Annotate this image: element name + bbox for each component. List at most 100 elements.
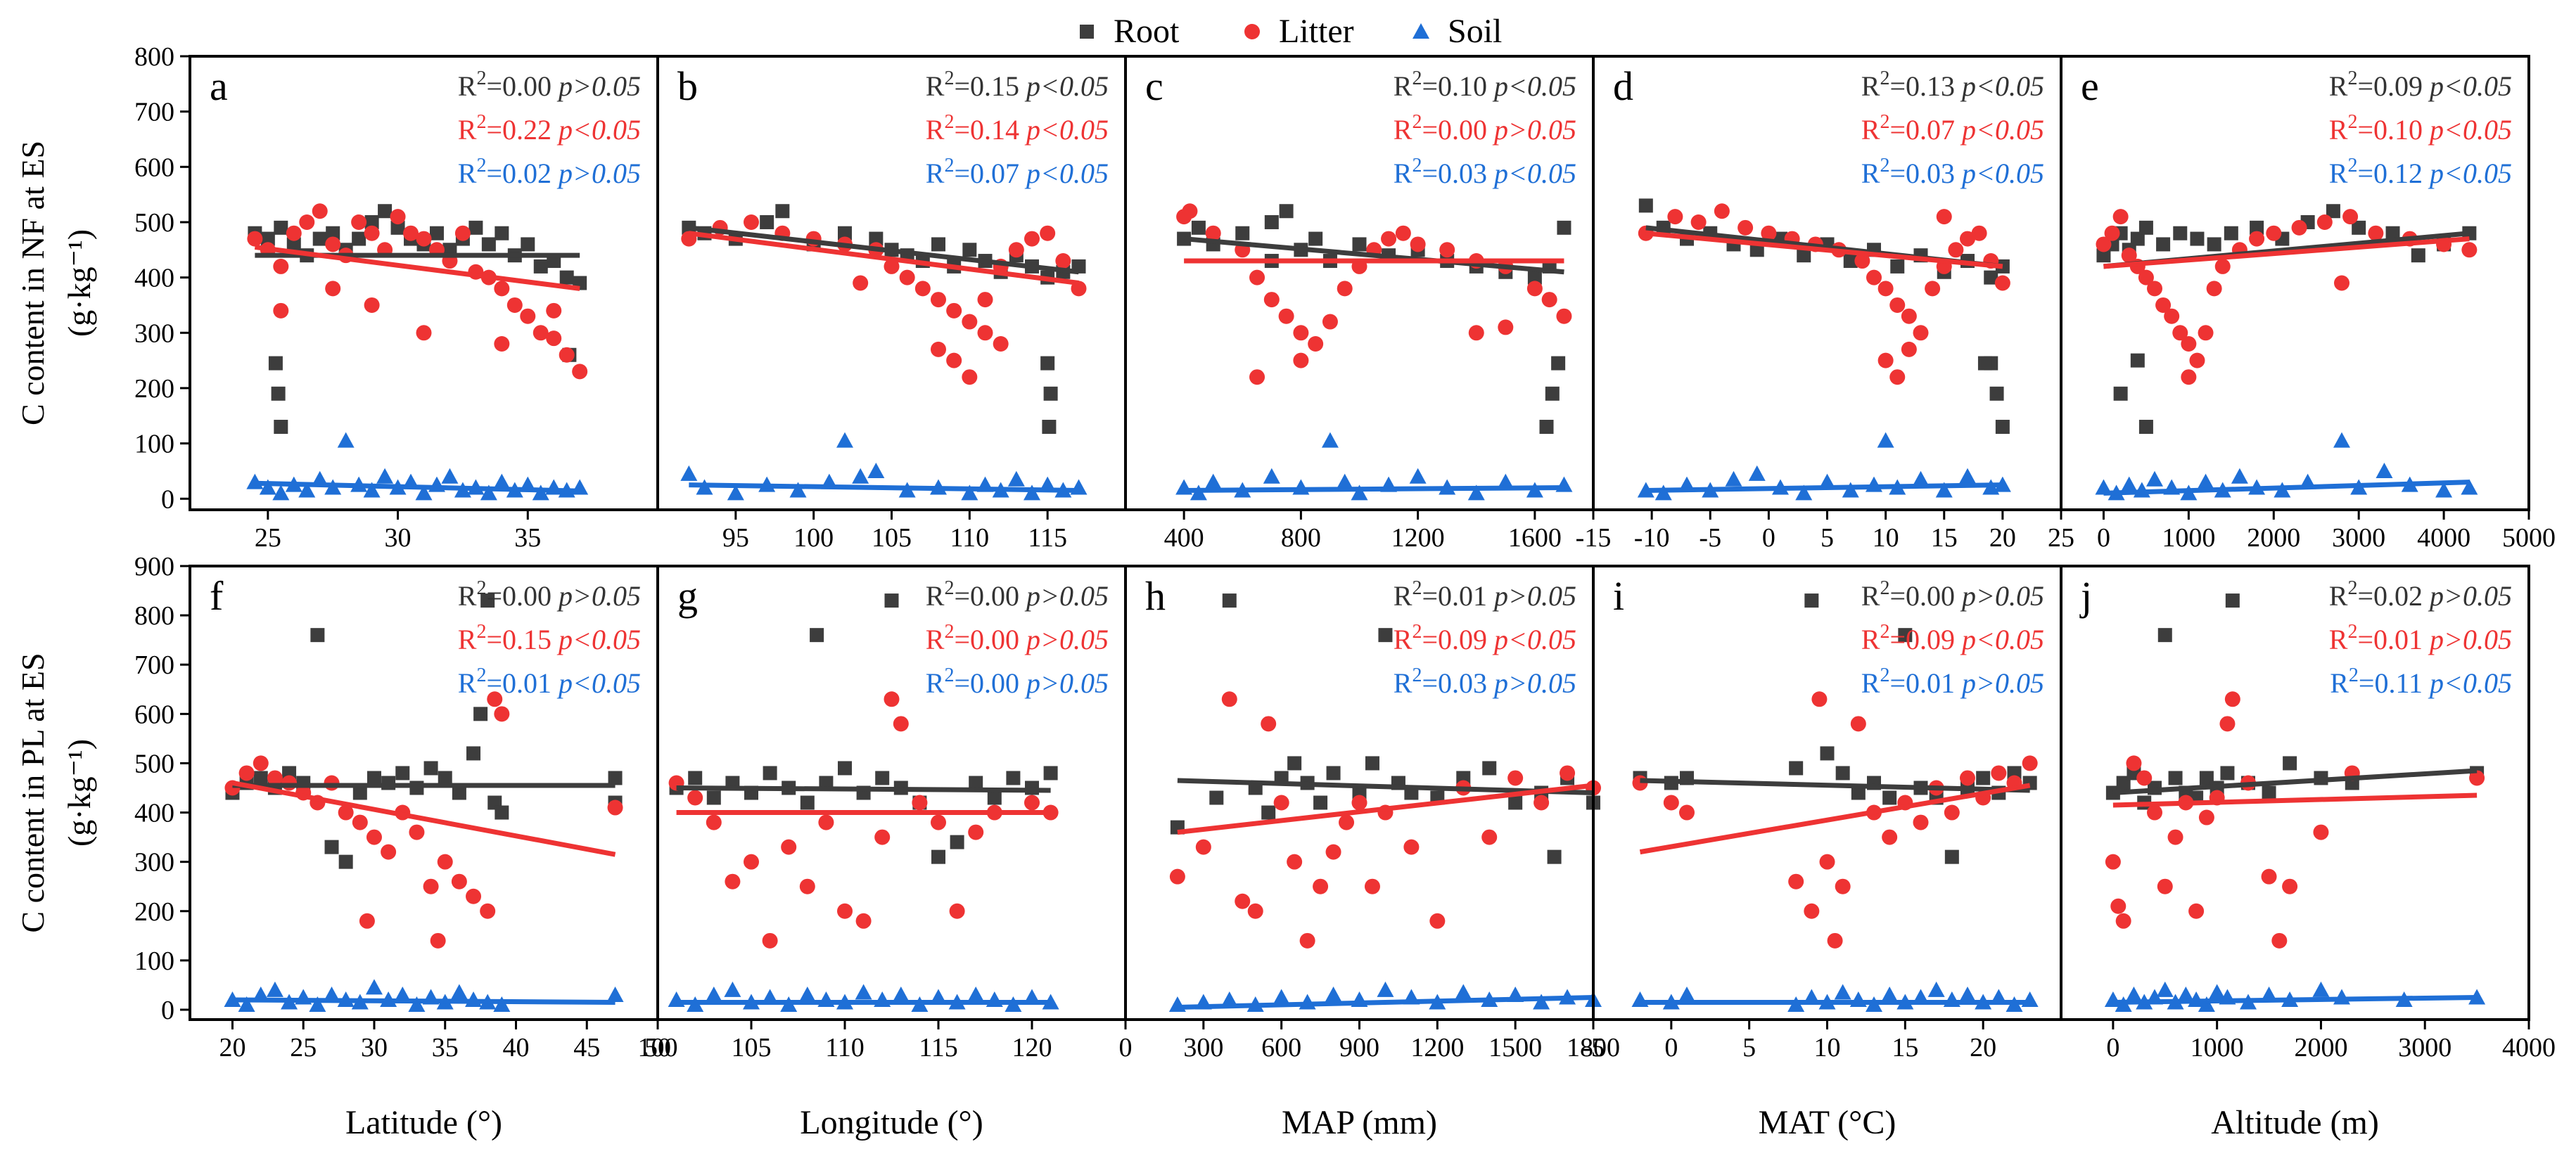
point-litter — [946, 352, 962, 368]
point-soil — [493, 473, 511, 489]
x-tick-label: 25 — [290, 1033, 317, 1062]
point-soil — [441, 468, 459, 484]
point-root — [271, 386, 286, 401]
point-soil — [2376, 462, 2393, 478]
point-litter — [325, 281, 341, 297]
point-litter — [2096, 236, 2112, 252]
y-tick-label: 400 — [134, 799, 174, 828]
point-root — [310, 628, 325, 643]
point-litter — [962, 314, 978, 330]
point-root — [2096, 248, 2111, 263]
point-soil — [337, 432, 355, 448]
point-soil — [1834, 984, 1851, 1000]
point-litter — [286, 225, 302, 241]
point-root — [268, 356, 283, 371]
fit-line-root — [688, 225, 1079, 275]
point-root — [869, 231, 884, 246]
point-root — [1638, 198, 1653, 213]
point-root — [395, 766, 410, 781]
point-root — [274, 420, 288, 435]
series-litter — [1169, 691, 1601, 949]
point-litter — [2189, 352, 2205, 368]
point-root — [495, 805, 509, 820]
point-litter — [1960, 770, 1975, 786]
series-litter — [2105, 691, 2485, 949]
point-root — [1508, 795, 1523, 810]
point-soil — [298, 482, 316, 498]
point-root — [1984, 270, 1998, 285]
point-litter — [1395, 225, 1411, 241]
point-root — [253, 771, 268, 785]
stat-soil: R2=0.11 p<0.05 — [2330, 664, 2512, 699]
stat-soil: R2=0.01 p<0.05 — [458, 664, 641, 699]
point-root — [2138, 420, 2153, 435]
point-litter — [2291, 219, 2307, 236]
x-tick-label: 110 — [825, 1033, 865, 1062]
y-axis-unit-row2: (g·kg⁻¹) — [61, 739, 97, 847]
point-root — [987, 790, 1002, 805]
series-soil — [680, 432, 1088, 501]
x-tick-label: 5 — [1742, 1033, 1756, 1062]
fit-line-soil — [2103, 480, 2470, 496]
point-litter — [506, 297, 523, 313]
point-root — [1261, 805, 1276, 820]
point-root — [775, 204, 790, 219]
legend-label-soil: Soil — [1448, 13, 1502, 50]
point-litter — [546, 302, 562, 319]
point-root — [2283, 756, 2297, 771]
point-soil — [852, 468, 869, 484]
point-litter — [1429, 913, 1446, 929]
x-tick-label: 3000 — [2332, 523, 2385, 553]
point-litter — [1351, 795, 1367, 811]
point-root — [1313, 795, 1328, 810]
point-soil — [450, 984, 468, 1000]
stat-litter: R2=0.07 p<0.05 — [1861, 111, 2044, 146]
point-root — [1040, 356, 1055, 371]
series-root — [1177, 204, 1571, 435]
point-root — [688, 771, 703, 785]
point-litter — [931, 341, 946, 357]
x-axis-title-col5: Altitude (m) — [2211, 1104, 2379, 1141]
point-soil — [2125, 986, 2143, 1002]
point-litter — [949, 903, 965, 919]
point-litter — [2138, 269, 2154, 285]
point-litter — [1663, 795, 1679, 811]
point-root — [608, 771, 623, 785]
point-litter — [1556, 308, 1572, 324]
point-litter — [2188, 903, 2205, 919]
fit-line-root — [676, 785, 1051, 793]
stat-soil: R2=0.03 p<0.05 — [1861, 155, 2044, 189]
point-soil — [867, 462, 885, 478]
stat-soil: R2=0.03 p<0.05 — [1394, 155, 1576, 189]
point-soil — [2468, 989, 2486, 1005]
point-soil — [363, 482, 381, 498]
point-litter — [893, 716, 909, 732]
point-litter — [1337, 281, 1353, 297]
point-root — [559, 270, 574, 285]
point-litter — [352, 814, 368, 830]
point-soil — [376, 468, 394, 484]
point-soil — [1204, 473, 1222, 489]
y-axis-labels: C content in NF at ES (g·kg⁻¹) C content i… — [15, 141, 97, 933]
panel-letter: f — [210, 573, 224, 619]
point-soil — [855, 984, 872, 1000]
point-litter — [884, 691, 900, 707]
point-litter — [1811, 691, 1828, 707]
point-soil — [836, 432, 853, 448]
point-litter — [1690, 214, 1707, 230]
point-litter — [2172, 325, 2188, 341]
point-soil — [705, 986, 722, 1002]
point-litter — [1889, 297, 1906, 313]
point-litter — [533, 325, 549, 341]
point-litter — [977, 292, 993, 308]
point-root — [480, 593, 495, 608]
point-root — [1264, 214, 1279, 229]
point-litter — [993, 336, 1009, 352]
point-soil — [1877, 432, 1894, 448]
point-litter — [744, 854, 759, 870]
x-axis-title-col4: MAT (°C) — [1759, 1104, 1896, 1141]
point-soil — [1959, 468, 1976, 484]
point-root — [2130, 353, 2145, 368]
point-soil — [408, 996, 426, 1012]
